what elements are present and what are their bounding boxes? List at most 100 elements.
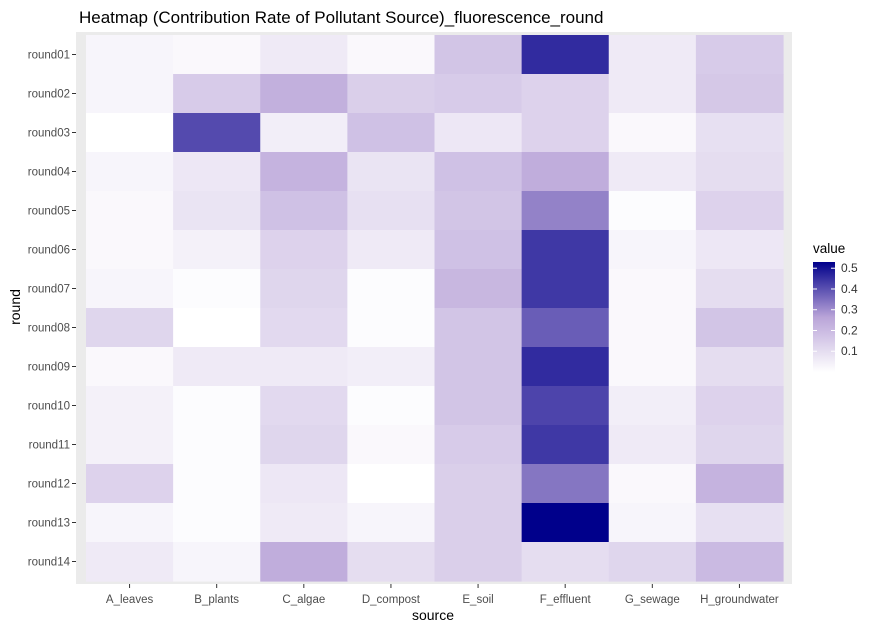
legend-tick-label: 0.1 (841, 344, 858, 358)
heatmap-cell (695, 503, 784, 543)
heatmap-cell (608, 503, 697, 543)
heatmap-cell (695, 425, 784, 465)
legend-ticks: 0.1 0.2 0.3 0.4 0.5 (813, 261, 858, 358)
heatmap-cell (434, 35, 523, 75)
heatmap-cell (86, 152, 174, 192)
heatmap-cell (260, 503, 348, 543)
heatmap-cell (521, 347, 610, 387)
heatmap-cell (347, 464, 436, 504)
heatmap-cell (173, 542, 261, 582)
y-tick-label: round07 (28, 284, 70, 296)
heatmap-cell (347, 35, 436, 75)
heatmap-cell (608, 230, 697, 270)
heatmap-cell (434, 152, 523, 192)
heatmap-cell (173, 308, 261, 348)
heatmap-cell (347, 74, 436, 114)
heatmap-cell (347, 425, 436, 465)
legend-tick-label: 0.4 (841, 282, 858, 296)
heatmap-cell (608, 113, 697, 153)
heatmap-cell (521, 503, 610, 543)
heatmap-cell (260, 35, 348, 75)
y-tick-label: round02 (28, 89, 70, 101)
heatmap-cell (260, 386, 348, 426)
heatmap-cell (173, 230, 261, 270)
heatmap-cell (347, 152, 436, 192)
heatmap-cell (173, 113, 261, 153)
heatmap-cell (521, 386, 610, 426)
heatmap-cell (695, 386, 784, 426)
heatmap-cell (434, 230, 523, 270)
y-tick-label: round14 (28, 557, 71, 569)
heatmap-cell (695, 152, 784, 192)
heatmap-cell (86, 269, 174, 309)
heatmap-cell (260, 347, 348, 387)
heatmap-cell (608, 386, 697, 426)
x-axis-ticks: A_leaves B_plants C_algae D_compost E_soil F_… (106, 584, 779, 606)
x-axis-label: source (412, 607, 454, 623)
x-tick-label: F_effluent (540, 594, 592, 606)
heatmap-cell (86, 74, 174, 114)
heatmap-cell (86, 542, 174, 582)
heatmap-cell (695, 464, 784, 504)
heatmap-cell (608, 464, 697, 504)
color-legend: value 0.1 0.2 0.3 0.4 0.5 (813, 241, 858, 372)
heatmap-cell (347, 191, 436, 231)
heatmap-cell (347, 386, 436, 426)
heatmap-cell (521, 74, 610, 114)
heatmap-cell (434, 191, 523, 231)
heatmap-cell (695, 308, 784, 348)
y-axis-label: round (7, 289, 23, 325)
heatmap-cell (521, 308, 610, 348)
x-tick-label: H_groundwater (700, 594, 779, 606)
heatmap-cell (608, 347, 697, 387)
heatmap-cell (434, 113, 523, 153)
heatmap-cell (173, 503, 261, 543)
heatmap-cell (173, 74, 261, 114)
heatmap-cell (695, 347, 784, 387)
legend-title: value (813, 241, 845, 256)
heatmap-cell (434, 386, 523, 426)
heatmap-cell (260, 191, 348, 231)
y-tick-label: round13 (28, 518, 70, 530)
heatmap-cell (521, 230, 610, 270)
heatmap-cell (173, 386, 261, 426)
heatmap-cell (608, 191, 697, 231)
y-tick-label: round08 (28, 323, 70, 335)
heatmap-cell (86, 308, 174, 348)
heatmap-cell (260, 425, 348, 465)
heatmap-cell (260, 308, 348, 348)
heatmap-cell (521, 152, 610, 192)
heatmap-cell (173, 191, 261, 231)
x-tick-label: E_soil (462, 594, 493, 606)
heatmap-cell (173, 35, 261, 75)
heatmap-cell (173, 269, 261, 309)
heatmap-cell (608, 152, 697, 192)
heatmap-cell (521, 35, 610, 75)
heatmap-cells (86, 35, 784, 582)
chart-title: Heatmap (Contribution Rate of Pollutant … (79, 8, 603, 27)
heatmap-cell (86, 464, 174, 504)
y-tick-label: round12 (28, 479, 70, 491)
heatmap-cell (695, 230, 784, 270)
heatmap-cell (608, 308, 697, 348)
heatmap-cell (521, 542, 610, 582)
x-tick-label: G_sewage (625, 594, 680, 606)
heatmap-cell (173, 347, 261, 387)
heatmap-cell (521, 113, 610, 153)
heatmap-cell (86, 113, 174, 153)
y-tick-label: round05 (28, 206, 70, 218)
heatmap-cell (434, 542, 523, 582)
heatmap-cell (260, 269, 348, 309)
heatmap-cell (695, 113, 784, 153)
heatmap-cell (521, 269, 610, 309)
heatmap-cell (347, 347, 436, 387)
heatmap-cell (347, 269, 436, 309)
heatmap-cell (608, 425, 697, 465)
heatmap-cell (434, 425, 523, 465)
heatmap-cell (347, 308, 436, 348)
heatmap-cell (86, 503, 174, 543)
x-tick-label: C_algae (282, 594, 325, 606)
heatmap-cell (434, 308, 523, 348)
heatmap-cell (434, 464, 523, 504)
